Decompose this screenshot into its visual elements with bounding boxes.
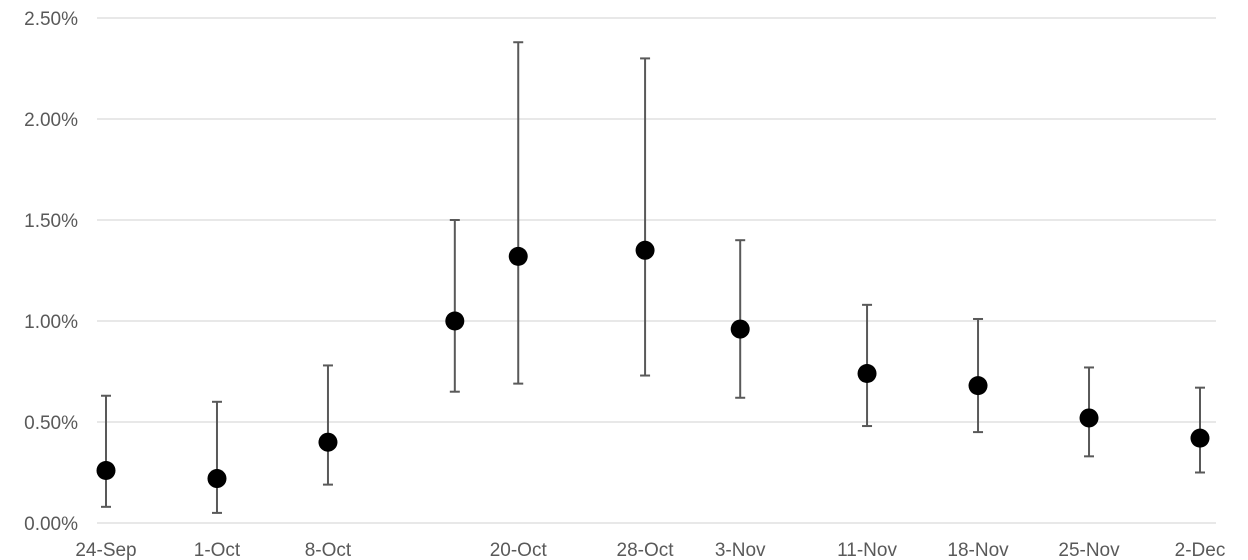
y-tick-label: 0.50% [24,413,78,434]
gridlines [97,17,1216,524]
y-tick-label: 0.00% [24,514,78,535]
x-axis-tick-labels: 24-Sep 1-Oct 8-Oct 20-Oct 28-Oct 3-Nov 11-Nov 1… [75,540,1225,560]
data-point [1079,408,1099,428]
data-points [96,240,1210,489]
error-bar [735,239,746,399]
error-bar [640,57,651,377]
x-tick-label: 2-Dec [1175,540,1226,560]
y-tick-label: 1.50% [24,211,78,232]
x-tick-label: 11-Nov [837,540,897,560]
error-bar [322,364,333,486]
x-tick-label: 25-Nov [1058,540,1120,560]
error-bars [101,41,1205,514]
data-point [1190,428,1210,448]
y-tick-label: 2.50% [24,9,78,30]
error-bar [101,394,111,508]
x-tick-label: 8-Oct [305,540,352,560]
data-point [730,319,750,339]
error-bar [449,219,460,393]
error-bar [973,317,984,434]
data-point [857,364,877,384]
error-bar [211,400,222,514]
x-tick-label: 3-Nov [715,540,766,560]
x-tick-label: 28-Oct [617,540,675,560]
data-point [96,460,116,480]
data-point [508,246,528,266]
x-tick-label: 20-Oct [490,540,548,560]
data-point [968,376,988,396]
x-tick-label: 18-Nov [947,540,1009,560]
x-tick-label: 24-Sep [75,540,136,560]
data-point [635,240,655,260]
y-axis-tick-labels: 0.00% 0.50% 1.00% 1.50% 2.00% 2.50% [24,9,78,535]
data-point [318,432,338,452]
error-bar [513,41,524,385]
y-tick-label: 1.00% [24,312,78,333]
data-point [207,469,227,489]
y-tick-label: 2.00% [24,110,78,131]
x-tick-label: 1-Oct [194,540,241,560]
data-point [445,311,465,331]
